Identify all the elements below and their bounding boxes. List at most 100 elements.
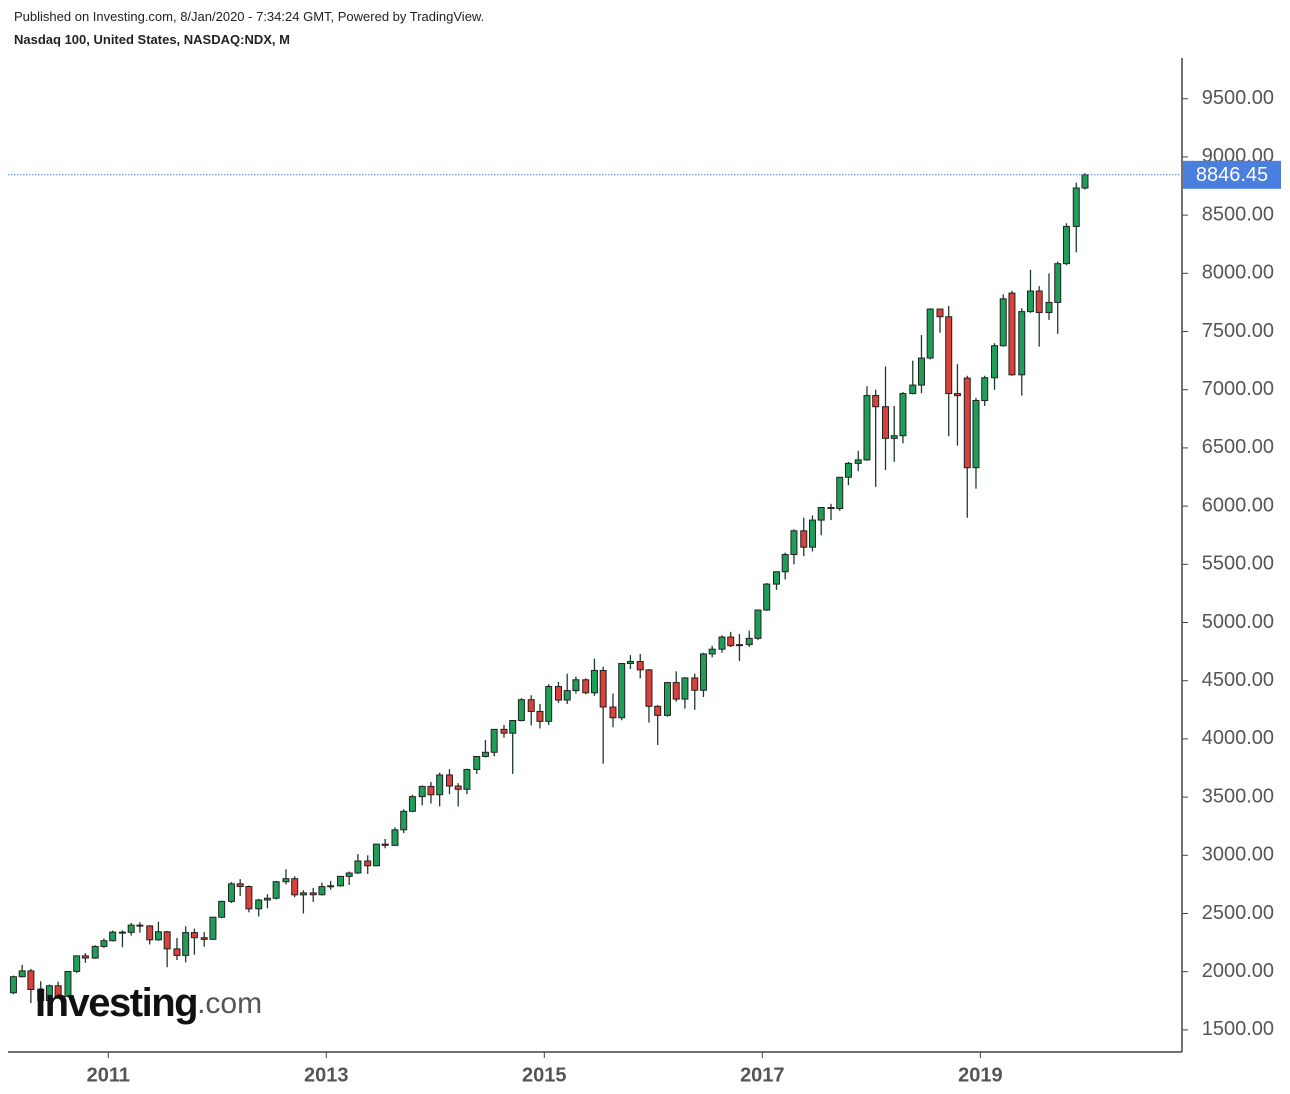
y-tick-label: 5000.00 <box>1202 611 1274 633</box>
candle-body <box>863 395 871 461</box>
candle-body <box>963 377 971 469</box>
candle-body <box>618 662 626 719</box>
candle-body <box>236 883 244 887</box>
candle-body <box>945 316 953 395</box>
candle-body <box>37 988 45 1002</box>
candle-body <box>999 298 1007 347</box>
candle-body <box>981 377 989 402</box>
candle-body <box>454 785 462 790</box>
candle-body <box>1054 263 1062 303</box>
candle-body <box>836 476 844 510</box>
candle-body <box>718 636 726 650</box>
x-tick-label: 2017 <box>740 1064 785 1086</box>
candle-body <box>681 677 689 700</box>
candle-body <box>727 636 735 647</box>
candle-body <box>354 860 362 874</box>
candle-body <box>844 462 852 478</box>
candle-body <box>408 796 416 812</box>
last-price-label: 8846.45 <box>1196 164 1268 186</box>
candle-body <box>790 530 798 556</box>
candles <box>9 173 1089 1004</box>
candle-body <box>345 872 353 877</box>
candle-body <box>554 686 562 701</box>
candle-body <box>299 892 307 896</box>
candle-body <box>599 669 607 708</box>
candle-body <box>890 435 898 439</box>
candle-body <box>227 883 235 902</box>
candle-body <box>563 690 571 701</box>
x-tick-label: 2015 <box>522 1064 567 1086</box>
candle-body <box>953 393 961 397</box>
candle-body <box>672 682 680 700</box>
candle-body <box>882 406 890 439</box>
candle-body <box>817 507 825 521</box>
candle-body <box>272 881 280 899</box>
candle-body <box>91 945 99 959</box>
candle-body <box>481 751 489 757</box>
y-tick-label: 6500.00 <box>1202 436 1274 458</box>
y-tick-label: 4000.00 <box>1202 727 1274 749</box>
candle-body <box>118 931 126 934</box>
candle-body <box>473 755 481 771</box>
candle-body <box>872 395 880 408</box>
candle-body <box>1062 225 1070 265</box>
candle-body <box>427 785 435 796</box>
candle-body <box>854 459 862 464</box>
y-tick-label: 5500.00 <box>1202 553 1274 575</box>
y-tick-label: 1500.00 <box>1202 1018 1274 1040</box>
y-tick-label: 3000.00 <box>1202 844 1274 866</box>
symbol-line: Nasdaq 100, United States, NASDAQ:NDX, M <box>14 32 290 47</box>
candle-body <box>436 774 444 796</box>
candle-body <box>936 308 944 318</box>
candle-body <box>708 648 716 655</box>
x-tick-label: 2013 <box>304 1064 349 1086</box>
candle-body <box>1008 292 1016 376</box>
candle-body <box>291 878 299 896</box>
candle-body <box>54 985 62 997</box>
candle-body <box>991 345 999 379</box>
y-tick-label: 6000.00 <box>1202 494 1274 516</box>
candle-body <box>691 677 699 691</box>
candle-body <box>699 653 707 691</box>
candle-body <box>209 916 217 940</box>
candle-body <box>327 885 335 888</box>
candle-body <box>735 644 743 647</box>
candle-body <box>136 924 144 927</box>
y-tick-label: 4500.00 <box>1202 669 1274 691</box>
y-tick-label: 2500.00 <box>1202 902 1274 924</box>
candle-body <box>364 860 372 867</box>
candle-body <box>391 829 399 846</box>
candle-body <box>381 843 389 846</box>
candle-body <box>926 308 934 359</box>
y-tick-label: 3500.00 <box>1202 785 1274 807</box>
candle-body <box>1035 290 1043 314</box>
y-tick-label: 9500.00 <box>1202 87 1274 109</box>
candle-body <box>182 932 190 956</box>
candle-body <box>781 554 789 573</box>
candle-body <box>309 892 317 896</box>
candle-body <box>163 931 171 950</box>
candle-body <box>245 885 253 910</box>
y-tick-label: 7000.00 <box>1202 378 1274 400</box>
candle-body <box>609 706 617 719</box>
candle-body <box>754 609 762 639</box>
candle-body <box>827 507 835 510</box>
y-tick-label: 2000.00 <box>1202 960 1274 982</box>
candle-body <box>645 669 653 707</box>
candle-body <box>463 769 471 790</box>
candle-body <box>1081 174 1089 189</box>
candle-body <box>572 679 580 692</box>
candle-body <box>545 686 553 722</box>
x-tick-label: 2019 <box>958 1064 1003 1086</box>
candle-body <box>255 899 263 910</box>
published-line: Published on Investing.com, 8/Jan/2020 -… <box>14 9 485 24</box>
candle-body <box>800 530 808 548</box>
candle-body <box>200 937 208 940</box>
candle-body <box>909 384 917 395</box>
candle-body <box>626 661 634 664</box>
candle-body <box>81 955 89 959</box>
candle-body <box>173 948 181 956</box>
candle-body <box>1018 311 1026 376</box>
